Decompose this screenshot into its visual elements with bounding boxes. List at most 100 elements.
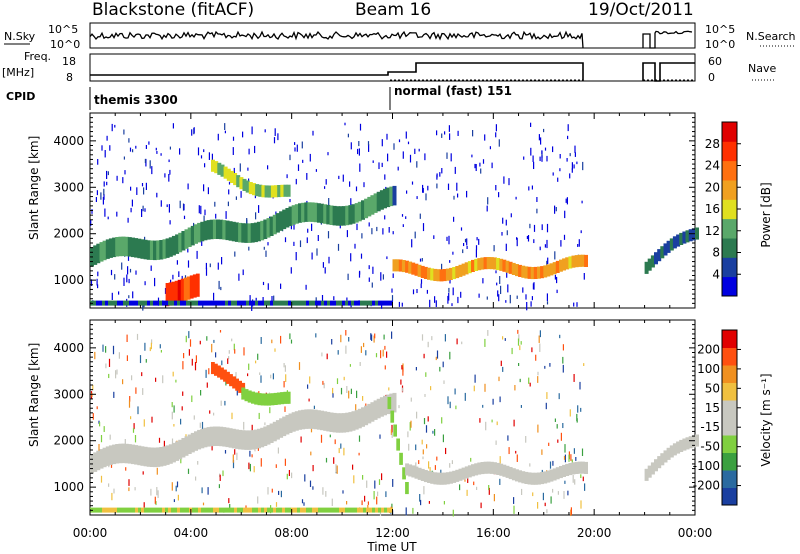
feature-cell [217, 162, 222, 175]
feature-cell [354, 410, 359, 430]
scatter-cell [515, 450, 517, 454]
feature-cell [660, 453, 665, 466]
feature-cell [264, 185, 269, 198]
scatter-cell [201, 421, 204, 430]
scatter-cell [296, 144, 298, 152]
feature-cell [489, 257, 494, 270]
ground-scatter-cell [132, 300, 135, 306]
scatter-cell [151, 339, 153, 345]
feature-cell [206, 220, 211, 240]
scatter-cell [482, 278, 484, 284]
scatter-cell [108, 373, 110, 379]
scatter-cell [158, 437, 161, 443]
feature-cell [127, 444, 132, 464]
scatter-cell [529, 223, 531, 229]
x-tick-label: 00:00 [678, 526, 713, 540]
scatter-cell [456, 182, 458, 191]
scatter-cell [475, 164, 477, 172]
scatter-cell [546, 260, 548, 268]
scatter-cell [346, 297, 348, 301]
scatter-cell [517, 329, 519, 334]
scatter-cell [401, 302, 403, 307]
y-tick-label: 1000 [53, 273, 84, 287]
y-tick-label: 4000 [53, 134, 84, 148]
scatter-cell [425, 425, 428, 433]
scatter-cell [171, 482, 173, 491]
scatter-cell [333, 296, 335, 301]
feature-cell [127, 237, 132, 257]
feature-cell [345, 205, 350, 226]
scatter-cell [92, 385, 94, 391]
scatter-cell [199, 340, 201, 345]
feature-cell [657, 456, 662, 469]
x-tick-label: 00:00 [73, 526, 108, 540]
cpid-segment-2: normal (fast) 151 [394, 84, 512, 98]
scatter-cell [145, 359, 147, 363]
feature-cell [280, 184, 285, 197]
ground-scatter-cell [342, 300, 345, 306]
feature-cell [555, 260, 560, 273]
feature-cell [543, 471, 548, 484]
scatter-cell [544, 147, 547, 151]
scatter-cell [492, 398, 494, 405]
colorbar-swatch [722, 218, 737, 239]
scatter-cell [96, 406, 98, 410]
scatter-cell [463, 243, 465, 247]
scatter-cell [284, 365, 286, 372]
scatter-cell [181, 406, 183, 411]
feature-cell [511, 262, 516, 275]
scatter-cell [258, 412, 260, 420]
scatter-cell [130, 186, 132, 191]
scatter-cell [576, 302, 578, 307]
scatter-cell [264, 129, 266, 133]
scatter-cell [228, 181, 231, 185]
feature-cell [449, 267, 453, 280]
scatter-cell [367, 501, 369, 505]
scatter-cell [516, 237, 518, 247]
scatter-cell [426, 289, 428, 294]
feature-cell [439, 269, 444, 282]
ground-scatter-cell [117, 507, 120, 513]
scatter-cell [215, 213, 217, 219]
scatter-cell [156, 151, 158, 154]
feature-cell [316, 203, 321, 223]
scatter-cell [424, 394, 426, 397]
scatter-cell [529, 463, 531, 467]
scatter-cell [398, 139, 401, 143]
ground-scatter-cell [135, 300, 138, 306]
ground-scatter-cell [363, 300, 366, 306]
scatter-cell [131, 375, 133, 381]
scatter-cell [541, 150, 543, 155]
scatter-cell [172, 274, 174, 280]
feature-cell [253, 429, 258, 450]
ground-scatter-cell [336, 507, 339, 513]
scatter-cell [171, 438, 174, 446]
scatter-cell [101, 145, 103, 151]
feature-cell [669, 238, 674, 251]
scatter-cell [386, 256, 388, 260]
feature-cell [376, 398, 381, 419]
ground-scatter-cell [312, 300, 315, 306]
scatter-cell [355, 404, 357, 413]
feature-cell [695, 227, 699, 240]
ground-scatter-cell [264, 507, 267, 513]
scatter-cell [406, 190, 408, 194]
scatter-cell [249, 463, 251, 472]
feature-cell [433, 268, 438, 281]
scatter-cell [367, 505, 369, 510]
scatter-cell [436, 130, 438, 136]
scatter-cell [211, 153, 213, 161]
date-title: 19/Oct/2011 [588, 0, 694, 20]
feature-cell [414, 466, 419, 479]
ground-scatter-cell [99, 300, 102, 306]
scatter-cell [163, 440, 165, 449]
ground-scatter-cell [288, 507, 291, 513]
scatter-cell [255, 212, 257, 220]
scatter-cell [160, 153, 162, 156]
scatter-cell [225, 211, 227, 219]
scatter-cell [496, 421, 498, 426]
scatter-cell [430, 386, 432, 391]
scatter-cell [495, 185, 497, 191]
scatter-cell [584, 483, 586, 491]
